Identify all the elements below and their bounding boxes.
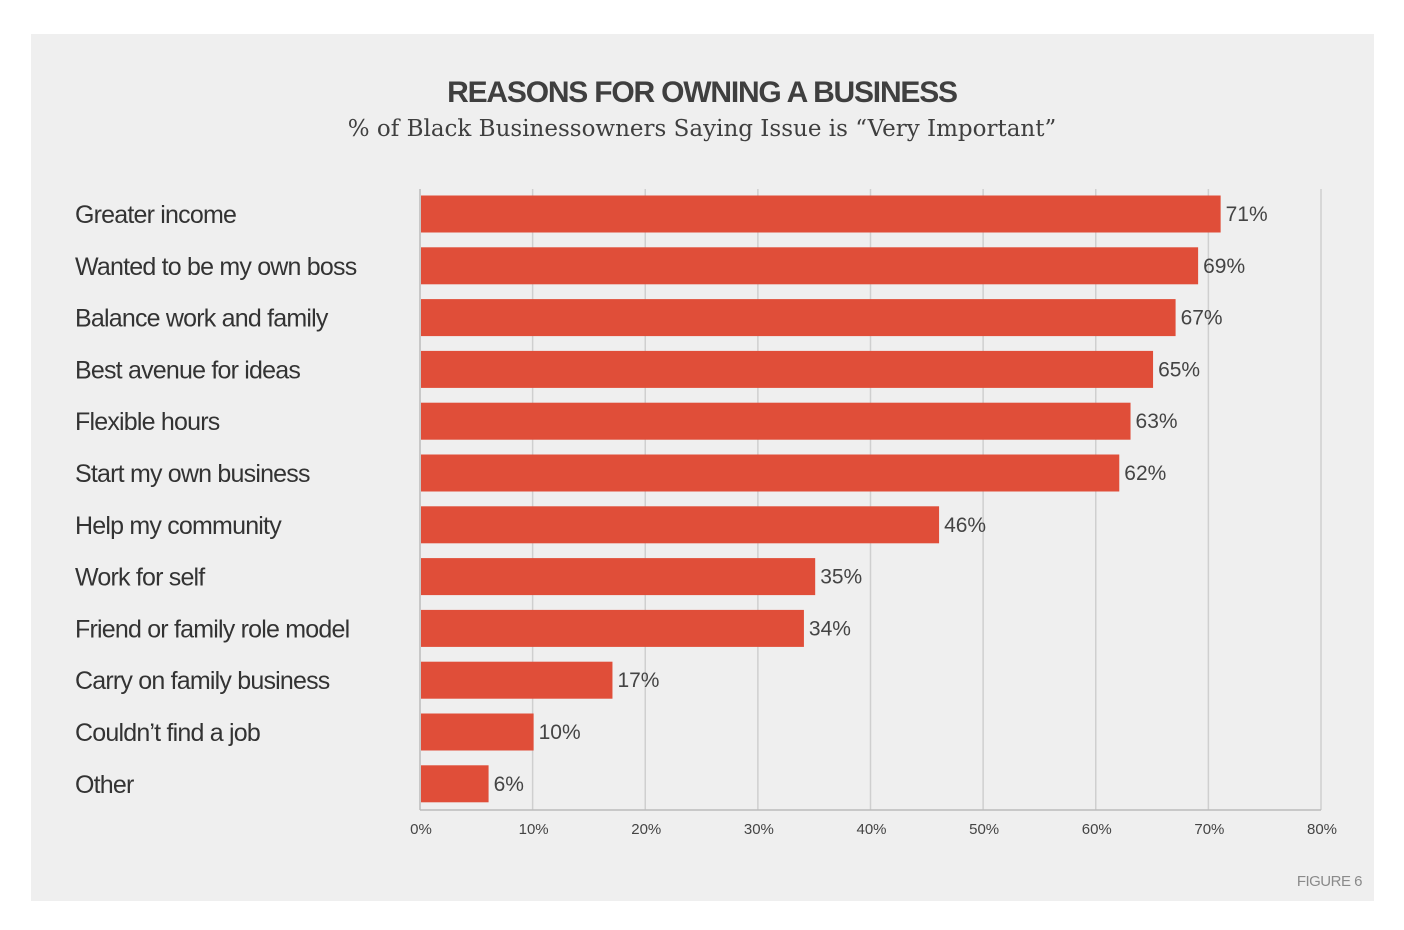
category-label: Couldn’t find a job — [75, 719, 260, 747]
x-tick-label: 0% — [410, 821, 432, 838]
category-label: Other — [75, 771, 134, 799]
value-label: 35% — [820, 566, 862, 589]
value-label: 65% — [1158, 358, 1200, 381]
x-tick-label: 60% — [1082, 821, 1112, 838]
value-label: 62% — [1124, 462, 1166, 485]
bar — [421, 713, 534, 751]
bar — [421, 558, 816, 596]
x-tick-label: 20% — [631, 821, 661, 838]
value-label: 63% — [1136, 410, 1178, 433]
bar — [421, 506, 940, 544]
value-label: 6% — [494, 773, 524, 796]
figure-label: FIGURE 6 — [1296, 873, 1363, 890]
category-label: Carry on family business — [75, 667, 330, 695]
bar — [421, 402, 1131, 440]
bar — [421, 454, 1120, 492]
bar — [421, 247, 1199, 285]
bar — [421, 350, 1154, 388]
category-label: Greater income — [75, 201, 236, 229]
value-label: 67% — [1181, 307, 1223, 330]
value-label: 71% — [1226, 203, 1268, 226]
bar — [421, 661, 613, 699]
value-label: 46% — [944, 514, 986, 537]
x-tick-label: 10% — [519, 821, 549, 838]
x-tick-label: 40% — [856, 821, 886, 838]
x-tick-label: 50% — [969, 821, 999, 838]
category-label: Best avenue for ideas — [75, 356, 300, 384]
category-label: Work for self — [75, 564, 205, 592]
x-tick-label: 70% — [1194, 821, 1224, 838]
chart-title: REASONS FOR OWNING A BUSINESS — [447, 76, 958, 109]
value-label: 69% — [1203, 255, 1245, 278]
value-label: 17% — [617, 669, 659, 692]
category-label: Start my own business — [75, 460, 310, 488]
category-label: Friend or family role model — [75, 615, 349, 643]
bar — [421, 299, 1176, 337]
category-label: Balance work and family — [75, 305, 329, 333]
x-tick-label: 80% — [1307, 821, 1337, 838]
bar — [421, 195, 1221, 233]
category-label: Flexible hours — [75, 408, 220, 436]
category-label: Help my community — [75, 512, 282, 540]
bar — [421, 609, 804, 647]
value-label: 10% — [539, 721, 581, 744]
value-label: 34% — [809, 617, 851, 640]
category-label: Wanted to be my own boss — [75, 253, 357, 281]
x-tick-label: 30% — [744, 821, 774, 838]
chart-subtitle: % of Black Businessowners Saying Issue i… — [347, 116, 1057, 142]
bar — [421, 765, 489, 803]
